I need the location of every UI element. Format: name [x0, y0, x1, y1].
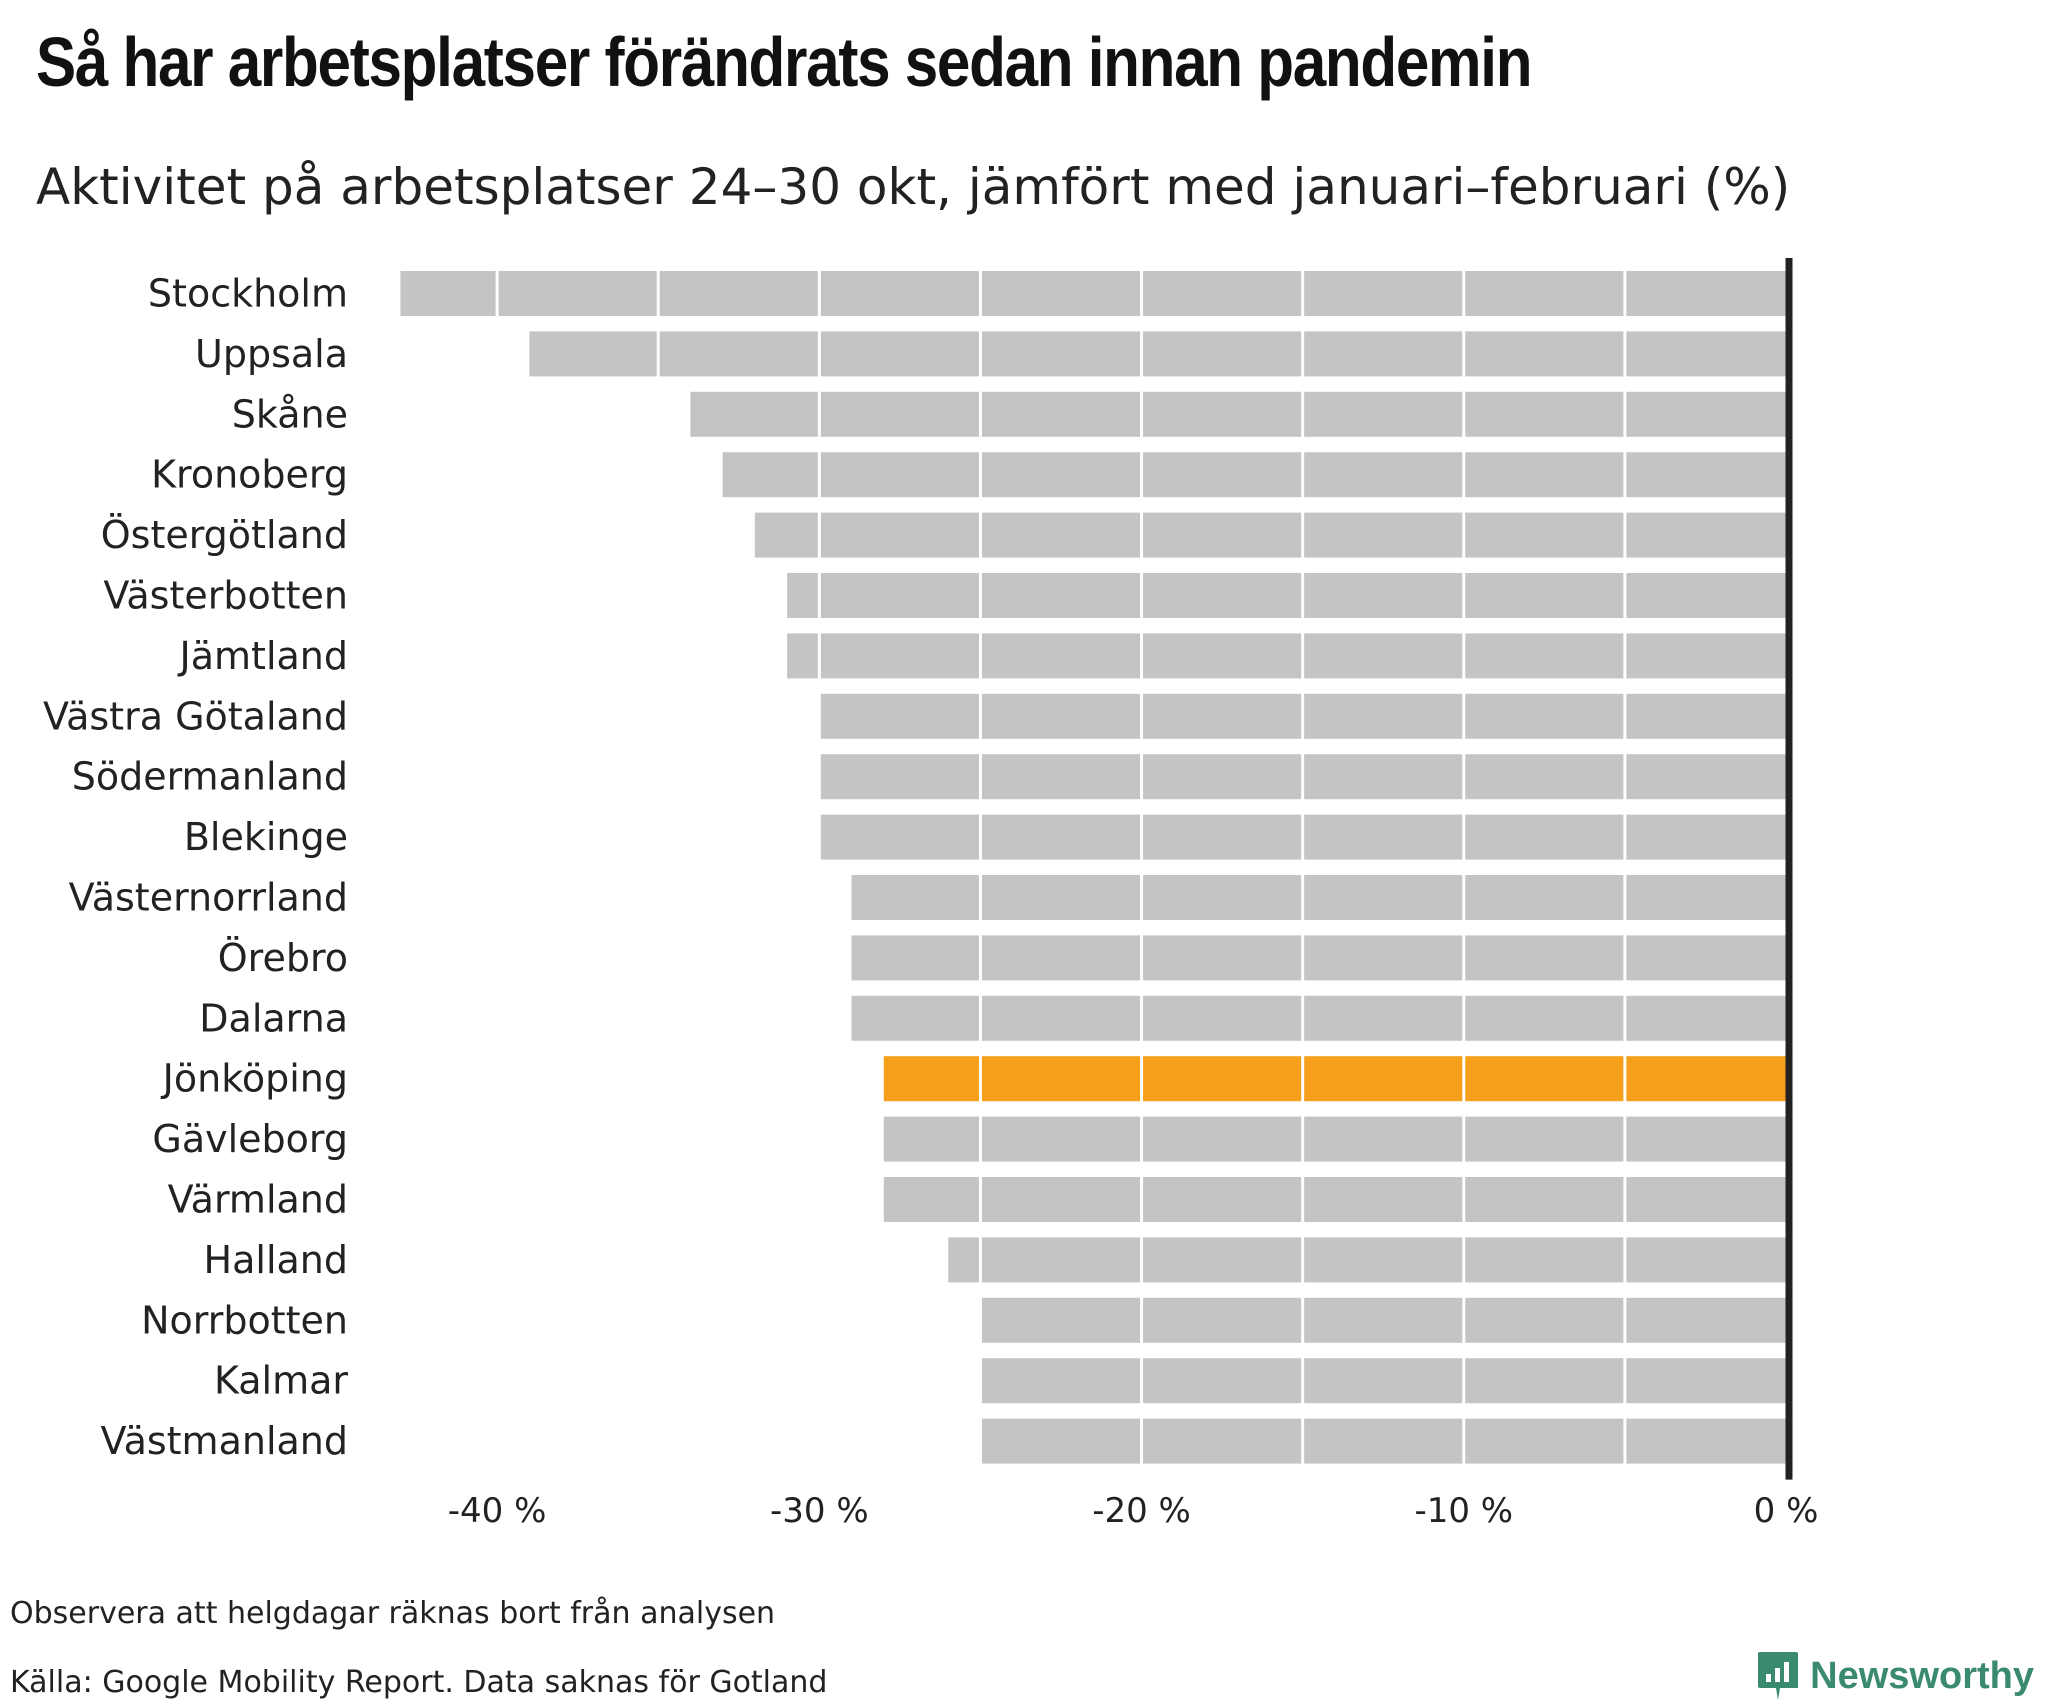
category-label: Östergötland — [101, 513, 348, 557]
x-tick-label: -40 % — [448, 1491, 547, 1531]
gridlines — [495, 265, 1627, 1470]
category-label: Jämtland — [178, 634, 348, 678]
category-label: Halland — [204, 1238, 348, 1282]
brand-name: Newsworthy — [1810, 1654, 2034, 1697]
x-tick-label: -10 % — [1414, 1491, 1513, 1531]
category-label: Jönköping — [161, 1057, 348, 1101]
category-label: Örebro — [218, 936, 348, 980]
bars-layer — [400, 271, 1787, 1464]
category-label: Uppsala — [195, 332, 348, 376]
category-label: Norrbotten — [141, 1298, 348, 1342]
bar-4 — [754, 512, 1786, 558]
bar-13 — [883, 1056, 1786, 1102]
bar-11 — [851, 935, 1786, 981]
category-label: Västerbotten — [103, 574, 348, 618]
bar-0 — [400, 271, 1786, 316]
chart-subtitle: Aktivitet på arbetsplatser 24–30 okt, jä… — [36, 158, 1791, 216]
x-tick-label: -20 % — [1092, 1491, 1191, 1531]
bar-chart: Stockholm Uppsala Skåne Kronoberg Östergötla… — [43, 258, 1819, 1531]
x-tick-label: -30 % — [770, 1491, 869, 1531]
category-label: Skåne — [232, 392, 348, 436]
bar-12 — [851, 995, 1786, 1041]
bar-15 — [883, 1177, 1786, 1222]
category-label: Gävleborg — [152, 1117, 348, 1161]
bar-6 — [787, 633, 1786, 679]
category-label: Västmanland — [101, 1419, 348, 1463]
bar-1 — [529, 331, 1787, 377]
brand-logo: Newsworthy — [1756, 1650, 2034, 1702]
bar-19 — [980, 1418, 1786, 1464]
bar-2 — [690, 391, 1786, 437]
footnote: Observera att helgdagar räknas bort från… — [10, 1596, 776, 1631]
chart-title: Så har arbetsplatser förändrats sedan in… — [36, 23, 1533, 101]
category-label: Värmland — [168, 1178, 348, 1222]
x-tick-label: 0 % — [1754, 1491, 1819, 1531]
bar-14 — [883, 1116, 1786, 1162]
category-label: Kalmar — [214, 1359, 348, 1403]
category-label: Stockholm — [148, 272, 348, 316]
category-labels: Stockholm Uppsala Skåne Kronoberg Östergötla… — [43, 272, 348, 1464]
source-note: Källa: Google Mobility Report. Data sakn… — [10, 1665, 828, 1700]
category-label: Södermanland — [72, 755, 348, 799]
category-label: Kronoberg — [151, 453, 348, 497]
x-axis-ticks: -40 % -30 % -20 % -10 % 0 % — [448, 1491, 1819, 1531]
bar-10 — [851, 875, 1786, 920]
category-label: Dalarna — [199, 996, 348, 1040]
category-label: Blekinge — [184, 815, 348, 859]
bar-3 — [722, 452, 1786, 498]
category-label: Västra Götaland — [43, 694, 348, 738]
bar-5 — [787, 573, 1786, 618]
bar-17 — [980, 1297, 1786, 1343]
newsworthy-logo-icon — [1758, 1652, 1799, 1700]
category-label: Västernorrland — [69, 876, 348, 920]
bar-16 — [948, 1237, 1786, 1283]
bar-18 — [980, 1358, 1786, 1404]
